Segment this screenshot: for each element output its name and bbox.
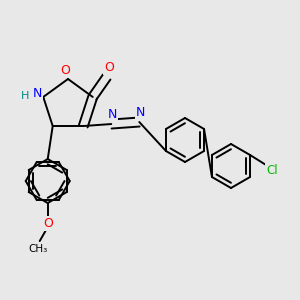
Text: H: H [21, 91, 29, 101]
Text: O: O [104, 61, 114, 74]
Text: N: N [108, 107, 117, 121]
Text: N: N [136, 106, 145, 118]
Text: CH₃: CH₃ [28, 244, 47, 254]
Text: N: N [33, 88, 42, 100]
Text: O: O [60, 64, 70, 76]
Text: O: O [43, 217, 53, 230]
Text: Cl: Cl [266, 164, 278, 176]
